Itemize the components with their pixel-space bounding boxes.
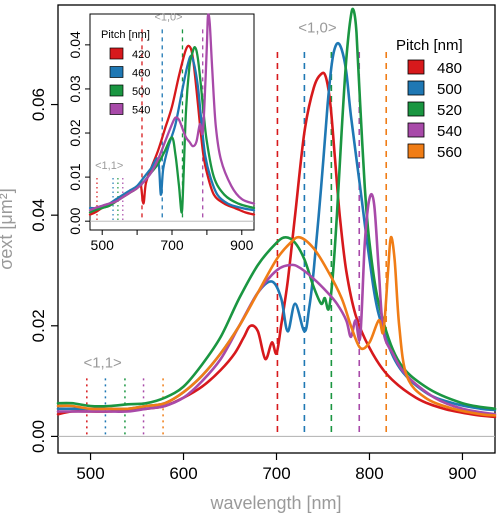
y-tick-label: 0.02: [29, 309, 48, 342]
x-tick-label: 700: [262, 464, 290, 483]
y-tick-label: 0.06: [29, 88, 48, 121]
legend-swatch-540: [407, 122, 425, 138]
inset-mode-lines: [90, 29, 254, 222]
inset-y-tick-label: 0.03: [67, 75, 83, 102]
inset-y-tick-label: 0.01: [67, 163, 83, 190]
inset-y-tick-label: 0.00: [67, 207, 83, 234]
inset-series-line-460: [88, 54, 256, 212]
inset-legend-label-540: 540: [132, 105, 150, 117]
legend-label-520: 520: [437, 102, 462, 119]
inset-mode-annotation: <1,0>: [154, 12, 182, 24]
series-lines: [56, 7, 497, 419]
inset-legend: Pitch [nm] 420 460 500 540: [101, 29, 150, 117]
legend-swatch-520: [407, 101, 425, 117]
inset-legend-swatch-420: [109, 47, 124, 60]
inset-legend-label-500: 500: [132, 86, 150, 98]
inset-legend-label-460: 460: [132, 68, 150, 80]
x-tick-label: 500: [76, 464, 104, 483]
legend: Pitch [nm] 480 500 520 540 560: [396, 37, 463, 161]
inset-legend-swatch-540: [109, 103, 124, 115]
annotations: <1,0> <1,1>: [83, 20, 336, 372]
series-line-560: [56, 235, 497, 417]
x-tick-label: 800: [355, 464, 383, 483]
inset-legend-swatch-460: [109, 66, 124, 78]
mode-annotation: <1,1>: [83, 354, 122, 371]
x-tick-label: 600: [169, 464, 197, 483]
legend-swatch-500: [407, 80, 425, 96]
inset-y-tick-label: 0.02: [67, 119, 83, 146]
series-line-520: [56, 7, 497, 411]
legend-label-560: 560: [437, 144, 462, 161]
legend-swatch-480: [407, 59, 425, 75]
inset-x-tick-label: 700: [160, 237, 184, 253]
inset-legend-swatch-500: [109, 84, 124, 97]
y-tick-label: 0.04: [29, 199, 48, 232]
inset-legend-label-420: 420: [132, 49, 150, 61]
inset-x-tick-label: 900: [230, 237, 254, 253]
inset-legend-title: Pitch [nm]: [101, 29, 150, 41]
legend-label-500: 500: [437, 81, 462, 98]
x-tick-label: 900: [448, 464, 476, 483]
y-axis: 0.00 0.02 0.04 0.06: [29, 88, 58, 453]
inset-x-tick-label: 500: [91, 237, 115, 253]
inset-mode-annotation: <1,1>: [95, 160, 123, 172]
inset-annotations: <1,0> <1,1>: [95, 12, 182, 173]
x-axis-label: wavelength [nm]: [209, 493, 341, 513]
y-tick-label: 0.00: [29, 420, 48, 453]
inset-series-lines: [88, 13, 256, 216]
legend-label-480: 480: [437, 60, 462, 77]
inset-y-tick-label: 0.04: [67, 31, 83, 58]
legend-swatch-560: [407, 143, 425, 159]
inset-y-axis: 0.00 0.01 0.02 0.03 0.04: [67, 31, 90, 235]
inset-chart: 500 700 900 0.00 0.01 0.02 0.03 0.04 <1,0> <1,1…: [67, 12, 256, 253]
x-axis: 500 600 700 800 900: [76, 453, 477, 483]
mode-annotation: <1,0>: [298, 20, 337, 37]
inset-x-axis: 500 700 900: [91, 230, 254, 253]
y-axis-label: σext [μm²]: [0, 188, 16, 269]
legend-label-540: 540: [437, 123, 462, 140]
legend-title: Pitch [nm]: [396, 37, 463, 54]
inset-series-line-540: [88, 13, 256, 212]
series-line-540: [56, 193, 497, 416]
